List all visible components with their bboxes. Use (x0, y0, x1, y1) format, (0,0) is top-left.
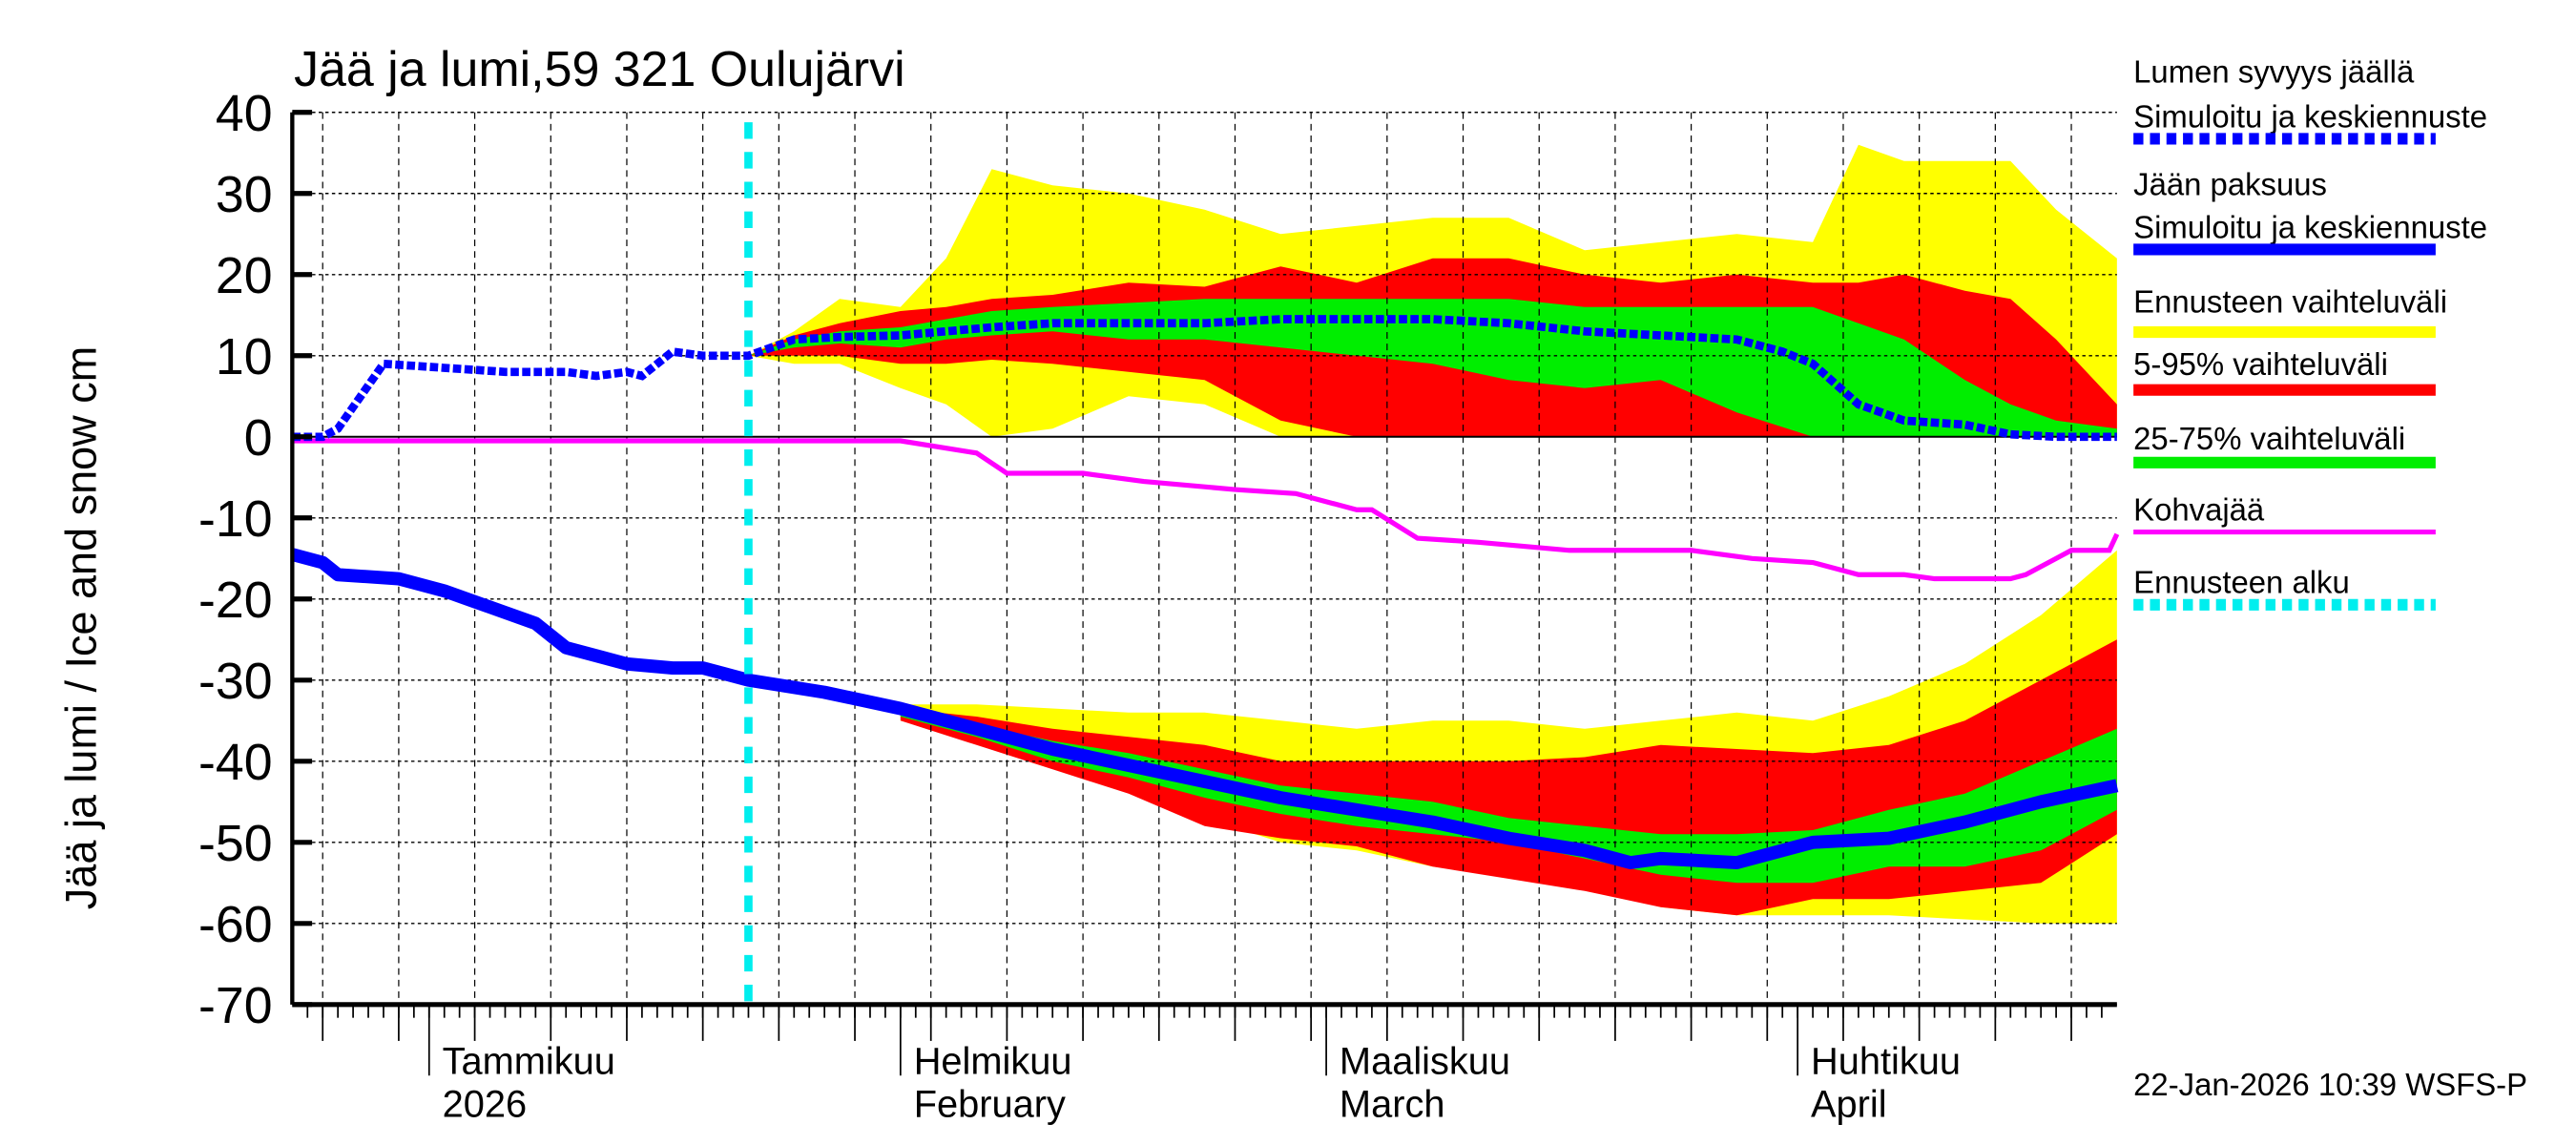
y-tick-label: -60 (198, 896, 273, 953)
y-tick-label: 20 (216, 247, 273, 304)
legend: Lumen syvyys jäällä Simuloitu ja keskienn… (2133, 54, 2487, 611)
y-tick-label: 10 (216, 328, 273, 385)
legend-label: Ennusteen alku (2133, 565, 2350, 600)
y-axis-label: Jää ja lumi / Ice and snow cm (56, 346, 105, 909)
y-tick-label: -40 (198, 734, 273, 791)
snow-depth-line (292, 315, 2117, 442)
y-tick-label: 40 (216, 85, 273, 142)
ice-thickness-line (290, 548, 2119, 869)
axes: 40 30 20 10 0 -10 -20 -30 -40 -50 -60 -70 Tammikuu20… (198, 85, 2117, 1126)
legend-label: 5-95% vaihteluväli (2133, 346, 2388, 382)
y-tick-label: 30 (216, 166, 273, 223)
month-label-en: 2026 (443, 1084, 528, 1126)
forecast-bands (748, 144, 2117, 924)
y-tick-label: -50 (198, 815, 273, 872)
month-label-fi: Huhtikuu (1811, 1041, 1961, 1083)
legend-label: Ennusteen vaihteluväli (2133, 283, 2447, 319)
chart-title: Jää ja lumi,59 321 Oulujärvi (294, 42, 905, 97)
y-tick-label: 0 (244, 409, 273, 467)
month-label-en: March (1340, 1084, 1445, 1126)
legend-label: Kohvajää (2133, 491, 2265, 527)
month-label-fi: Tammikuu (443, 1041, 615, 1083)
legend-label: Lumen syvyys jäällä (2133, 54, 2415, 90)
y-tick-label: -20 (198, 572, 273, 629)
month-label-en: February (914, 1084, 1066, 1126)
y-tick-label: -10 (198, 490, 273, 548)
legend-label: Jään paksuus (2133, 166, 2327, 201)
kohvajaa-line (292, 438, 2120, 582)
legend-sublabel: Simuloitu ja keskiennuste (2133, 98, 2487, 134)
month-label-fi: Maaliskuu (1340, 1041, 1510, 1083)
legend-sublabel: Simuloitu ja keskiennuste (2133, 209, 2487, 244)
month-label-en: April (1811, 1084, 1887, 1126)
y-tick-label: -70 (198, 977, 273, 1034)
footer-timestamp: 22-Jan-2026 10:39 WSFS-P (2133, 1067, 2527, 1102)
series-lines (290, 122, 2120, 1005)
month-label-fi: Helmikuu (914, 1041, 1072, 1083)
y-tick-label: -30 (198, 653, 273, 710)
legend-label: 25-75% vaihteluväli (2133, 421, 2405, 456)
snow-25-75-band (748, 299, 2117, 437)
